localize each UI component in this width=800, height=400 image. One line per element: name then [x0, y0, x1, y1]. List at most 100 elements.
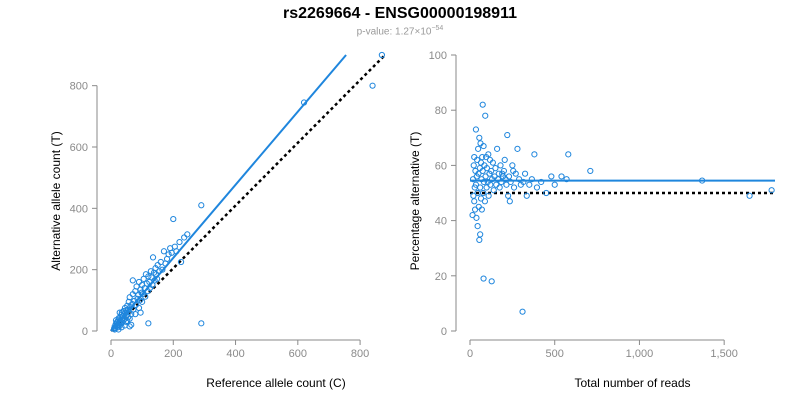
right-data-point: [483, 165, 491, 172]
right-data-point: [474, 223, 481, 230]
right-data-point: [475, 170, 482, 177]
right-data-point: [538, 178, 545, 186]
right-data-point: [479, 167, 486, 175]
right-data-point: [495, 170, 502, 177]
right-data-point: [485, 151, 492, 158]
right-x-axis-title: Total number of reads: [574, 376, 690, 390]
right-data-point: [476, 134, 483, 141]
left-data-point: [148, 274, 155, 281]
left-data-point: [128, 321, 135, 328]
left-x-tick-label: 0: [108, 348, 114, 360]
left-data-point: [129, 277, 136, 284]
left-y-axis-title: Alternative allele count (T): [49, 131, 63, 270]
right-data-point: [497, 162, 504, 169]
left-data-point: [137, 309, 144, 316]
right-data-point: [509, 162, 516, 169]
right-data-point: [531, 151, 538, 158]
right-data-point: [479, 154, 486, 161]
right-data-point: [746, 192, 753, 199]
left-data-point: [145, 320, 152, 327]
right-data-point: [519, 308, 526, 315]
left-fit-line: [110, 54, 347, 332]
left-x-tick-label: 600: [289, 348, 307, 360]
right-data-point: [496, 184, 503, 191]
left-x-axis-title: Reference allele count (C): [206, 376, 345, 390]
right-data-point: [501, 156, 508, 163]
right-data-point: [507, 178, 514, 186]
left-reference-line: [110, 54, 386, 332]
right-data-point: [587, 167, 594, 175]
p-value-label: p-value: 1.27×10−54: [0, 25, 800, 37]
left-data-point: [139, 291, 146, 298]
left-data-point: [124, 317, 131, 324]
right-y-tick-label: 60: [435, 160, 447, 172]
right-data-point: [476, 236, 483, 244]
left-data-point: [118, 324, 125, 331]
right-data-point: [523, 192, 530, 199]
right-y-tick-label: 80: [435, 105, 447, 117]
right-data-point: [475, 145, 482, 152]
left-y-tick-label: 400: [70, 203, 88, 215]
right-x-tick-label: 0: [467, 348, 473, 360]
right-data-point: [563, 176, 570, 183]
left-data-point: [170, 215, 177, 223]
right-data-point: [558, 173, 565, 180]
left-data-point: [126, 323, 133, 330]
right-data-point: [504, 131, 511, 139]
left-data-point: [159, 266, 166, 273]
right-data-point: [470, 162, 477, 169]
right-data-point: [494, 145, 501, 152]
right-data-point: [543, 189, 550, 197]
right-x-tick-label: 500: [546, 348, 564, 360]
left-data-point: [126, 294, 133, 301]
right-data-point: [488, 167, 495, 175]
right-data-point: [478, 206, 485, 213]
left-data-point: [198, 320, 205, 327]
left-data-point: [135, 278, 143, 286]
right-data-point: [521, 170, 529, 177]
right-data-point: [565, 151, 572, 158]
right-data-point: [528, 176, 535, 183]
right-data-point: [477, 159, 485, 166]
right-data-point: [481, 198, 489, 205]
right-data-point: [526, 181, 533, 188]
left-y-tick-label: 800: [70, 81, 88, 93]
right-data-point: [768, 187, 775, 194]
right-data-point: [479, 101, 486, 108]
right-data-point: [489, 159, 496, 166]
left-y-tick-label: 0: [82, 326, 88, 338]
right-data-point: [480, 189, 487, 197]
right-data-point: [516, 176, 523, 183]
right-data-point: [512, 170, 519, 177]
right-data-point: [514, 145, 521, 152]
left-data-point: [116, 309, 123, 316]
right-x-tick-label: 1,500: [710, 348, 738, 360]
right-data-point: [480, 142, 487, 150]
right-data-point: [485, 192, 492, 199]
p-value-exponent: −54: [431, 25, 444, 32]
p-value-text: p-value: 1.27×10: [356, 26, 432, 38]
right-data-point: [498, 178, 505, 186]
left-data-point: [198, 202, 205, 209]
right-data-point: [551, 181, 558, 188]
right-data-point: [477, 184, 484, 191]
right-data-point: [471, 198, 478, 205]
left-x-tick-label: 200: [164, 348, 182, 360]
right-data-point: [472, 126, 480, 133]
left-data-point: [160, 248, 168, 255]
right-data-point: [505, 192, 512, 199]
left-data-point: [378, 51, 385, 59]
right-data-point: [477, 231, 484, 238]
right-data-point: [533, 184, 541, 191]
right-y-axis-title: Percentage alternative (T): [408, 132, 422, 271]
left-x-tick-label: 800: [351, 348, 369, 360]
left-data-point: [154, 261, 161, 269]
left-data-point: [369, 82, 376, 89]
left-x-tick-label: 400: [226, 348, 244, 360]
right-data-point: [493, 181, 500, 188]
left-data-point: [139, 298, 146, 305]
right-y-tick-label: 0: [441, 326, 447, 338]
right-y-tick-label: 20: [435, 271, 447, 283]
